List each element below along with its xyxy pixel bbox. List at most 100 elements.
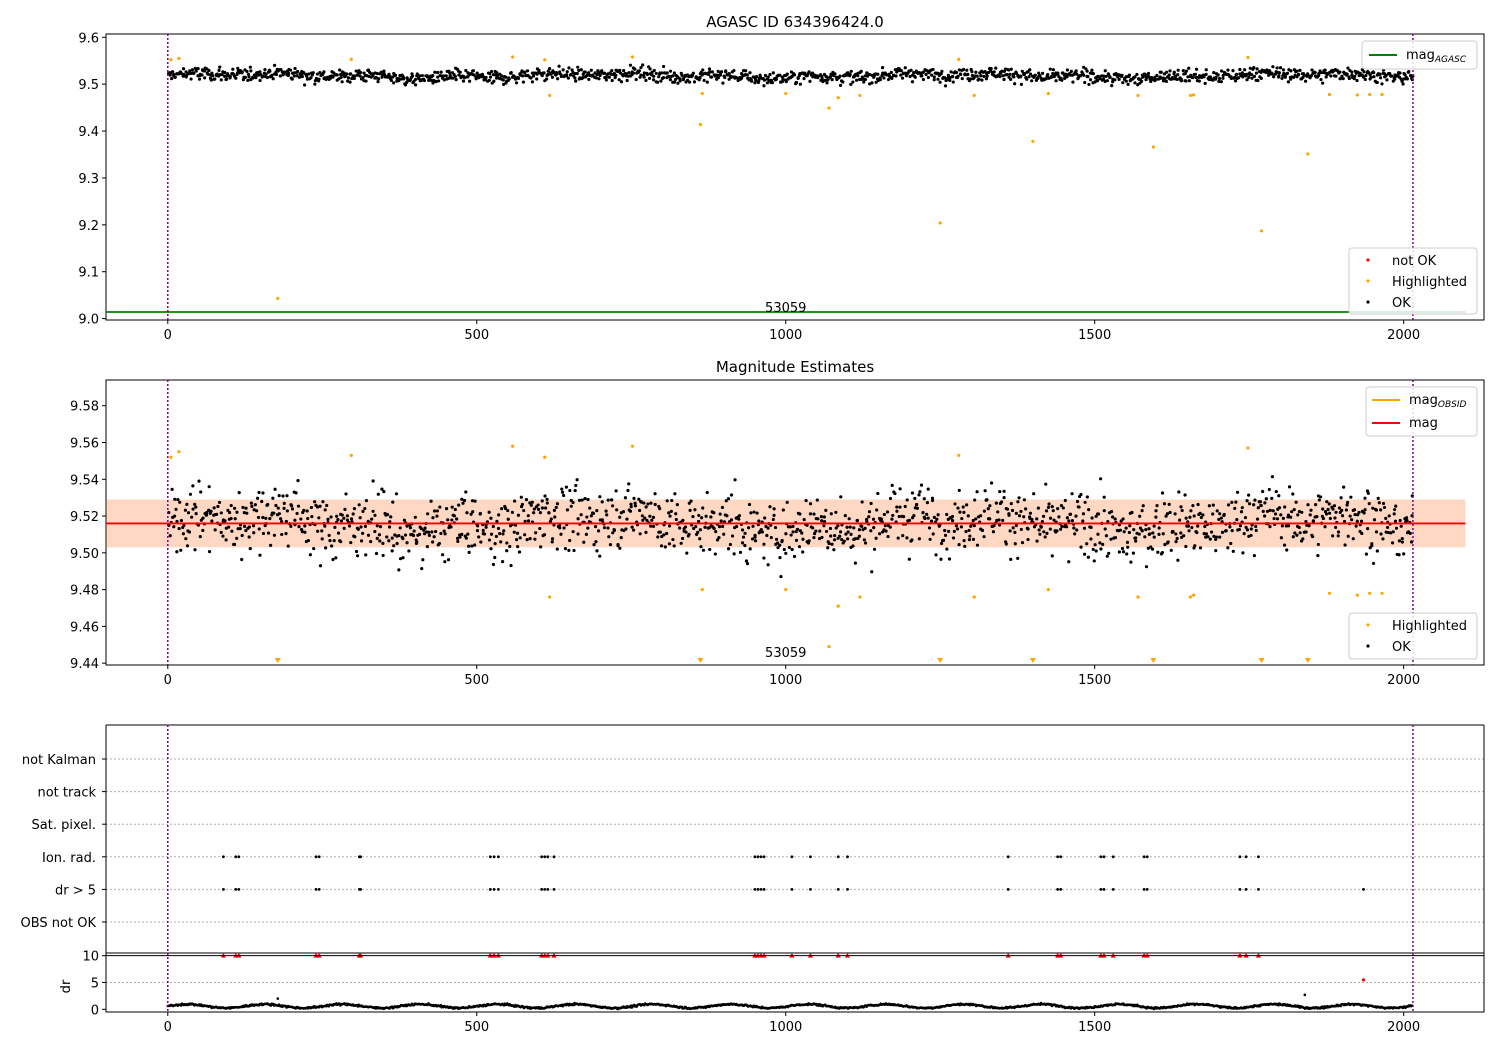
ok-point — [271, 77, 275, 81]
ok-point — [595, 508, 599, 513]
ok-point — [1014, 523, 1018, 528]
ok-point — [303, 530, 307, 534]
ok-point — [183, 508, 188, 512]
ok-point — [371, 509, 375, 513]
flag-point — [759, 888, 763, 891]
ok-point — [1399, 524, 1403, 528]
ok-point — [780, 538, 784, 543]
ok-point — [740, 541, 745, 545]
ok-point — [1214, 549, 1218, 553]
ok-point — [188, 69, 192, 73]
ok-point — [343, 507, 347, 511]
highlighted-point — [1259, 229, 1264, 233]
flag-point — [546, 855, 550, 859]
ok-point — [1249, 527, 1253, 531]
ok-point — [353, 535, 357, 539]
ok-point — [523, 533, 527, 537]
ok-point — [1359, 519, 1364, 523]
ok-point — [931, 67, 935, 72]
ok-point — [1108, 75, 1112, 79]
ok-point — [194, 511, 198, 516]
ok-point — [249, 501, 253, 505]
ok-point — [435, 514, 439, 518]
ok-point — [961, 67, 966, 72]
ok-point — [306, 516, 310, 521]
ok-point — [1270, 496, 1274, 500]
ok-point — [910, 491, 915, 495]
ok-point — [235, 536, 239, 540]
ok-point — [503, 506, 508, 511]
ok-point — [188, 492, 193, 496]
ok-point — [380, 487, 384, 491]
ok-point — [419, 527, 423, 531]
ok-point — [1191, 75, 1195, 79]
ok-point — [226, 72, 230, 76]
ok-point — [1270, 475, 1275, 479]
ok-point — [1345, 72, 1349, 76]
ok-point — [393, 73, 398, 77]
flag-point — [543, 888, 547, 891]
ok-point — [1085, 495, 1089, 499]
ok-point — [926, 487, 930, 491]
ok-point — [476, 524, 480, 528]
ok-point — [1187, 79, 1192, 83]
ok-point — [832, 548, 836, 552]
ok-point — [658, 507, 662, 511]
ok-point — [1273, 512, 1278, 516]
highlighted-point — [1136, 93, 1140, 98]
ok-point — [215, 512, 219, 516]
ok-point — [1204, 68, 1208, 72]
offscale-marker — [697, 658, 704, 663]
ok-point — [402, 76, 406, 80]
ok-point — [1214, 535, 1219, 539]
ok-point — [370, 517, 374, 521]
ok-point — [287, 71, 291, 76]
ok-point — [1059, 527, 1063, 531]
ok-point — [1287, 485, 1292, 489]
ok-point — [1143, 535, 1147, 539]
highlighted-point — [1046, 588, 1050, 592]
ok-point — [895, 505, 899, 509]
ok-point — [243, 75, 247, 80]
ok-point — [484, 75, 488, 80]
ok-point — [431, 81, 435, 85]
ok-point — [1048, 527, 1052, 531]
ok-point — [977, 77, 981, 81]
ok-point — [431, 74, 435, 78]
ok-point — [1323, 525, 1327, 529]
ok-point — [910, 80, 915, 84]
ok-point — [885, 510, 890, 514]
ok-point — [652, 74, 656, 78]
ok-point — [455, 517, 459, 521]
ok-point — [237, 491, 241, 495]
flag-point — [496, 855, 500, 859]
ok-point — [966, 514, 970, 518]
ok-point — [1190, 525, 1194, 530]
ok-point — [801, 550, 805, 554]
ok-point — [882, 512, 887, 517]
ok-point — [1193, 72, 1198, 76]
ok-point — [627, 482, 631, 486]
ok-point — [1079, 545, 1083, 549]
ok-point — [181, 532, 185, 536]
ok-point — [1261, 509, 1265, 514]
ok-point — [335, 73, 339, 77]
offscale-marker — [274, 658, 281, 663]
ok-point — [1252, 503, 1256, 507]
ok-point — [1090, 68, 1094, 72]
ok-point — [1050, 505, 1054, 509]
ok-point — [1405, 77, 1409, 81]
ok-point — [726, 497, 731, 501]
ok-point — [1283, 75, 1287, 79]
ok-point — [795, 527, 800, 531]
ok-point — [1155, 503, 1159, 508]
ok-point — [313, 500, 317, 504]
ok-point — [201, 516, 205, 520]
ok-point — [765, 81, 770, 85]
ok-point — [1270, 72, 1274, 76]
ok-point — [683, 525, 688, 529]
ok-point — [1350, 70, 1354, 74]
ok-point — [278, 74, 282, 78]
ok-point — [934, 553, 938, 557]
flag-point — [1006, 888, 1010, 891]
